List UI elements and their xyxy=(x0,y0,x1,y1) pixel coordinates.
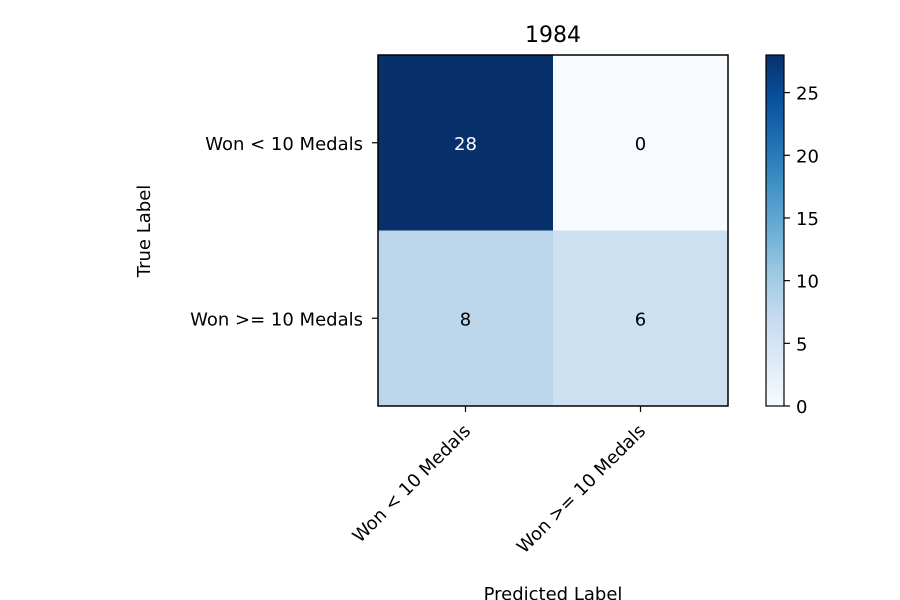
cell-value-label: 28 xyxy=(454,134,477,155)
x-axis-label: Predicted Label xyxy=(484,584,623,600)
heatmap-cell xyxy=(553,55,728,231)
cell-value-label: 8 xyxy=(460,309,471,330)
y-tick-label: Won >= 10 Medals xyxy=(190,309,363,330)
heatmap-cells: 28 0 8 6 xyxy=(378,55,728,406)
y-axis-label: True Label xyxy=(134,185,155,279)
colorbar-tick-label: 20 xyxy=(796,146,819,167)
colorbar-tick-label: 0 xyxy=(796,397,807,418)
y-tick-label: Won < 10 Medals xyxy=(205,134,363,155)
colorbar-tick-label: 15 xyxy=(796,209,819,230)
heatmap-cell xyxy=(553,230,728,406)
colorbar-tick-label: 5 xyxy=(796,334,807,355)
colorbar-tick-label: 25 xyxy=(796,84,819,105)
colorbar-ticks: 0 5 10 15 20 25 xyxy=(784,84,819,418)
x-tick-label: Won < 10 Medals xyxy=(349,421,475,547)
colorbar-tick-label: 10 xyxy=(796,272,819,293)
heatmap-cell xyxy=(378,230,553,406)
heatmap-cell xyxy=(378,55,553,231)
cell-value-label: 6 xyxy=(635,309,646,330)
cell-value-label: 0 xyxy=(635,134,646,155)
x-tick-label: Won >= 10 Medals xyxy=(513,421,650,558)
plot-frame xyxy=(377,54,729,407)
colorbar xyxy=(765,54,785,407)
chart-title: 1984 xyxy=(525,23,581,48)
